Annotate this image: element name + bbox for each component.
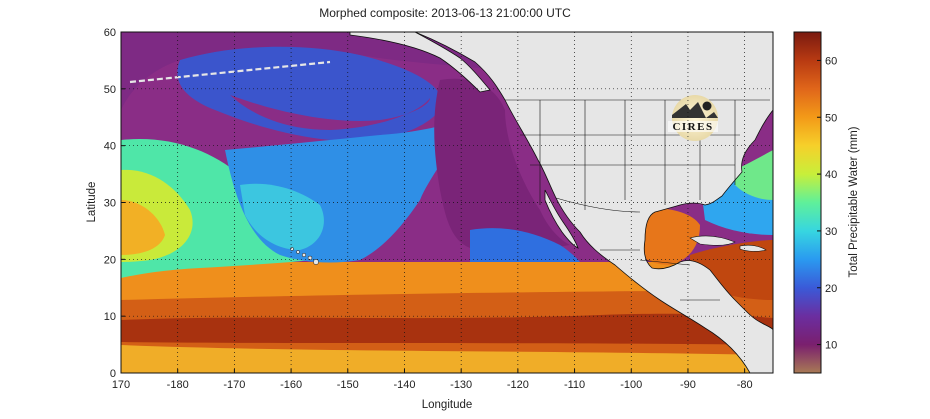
x-tick-label: -100: [620, 379, 642, 391]
colorbar-tick-label: 30: [825, 226, 837, 238]
cyclone-swirl: [177, 45, 442, 142]
x-tick-label: -170: [223, 379, 245, 391]
x-axis-label: Longitude: [422, 399, 473, 411]
x-tick-label: -90: [680, 379, 696, 391]
y-tick-label: 30: [104, 198, 116, 210]
atlantic-green: [735, 150, 773, 200]
y-tick-label: 40: [104, 141, 116, 153]
cyclone-dry-slot: [230, 95, 430, 130]
itcz-core: [121, 313, 773, 345]
x-tick-label: -150: [337, 379, 359, 391]
map-plot-area: CIRES: [121, 32, 773, 373]
y-tick-label: 20: [104, 254, 116, 266]
colorbar: [793, 31, 822, 374]
baja-california-land: [544, 189, 579, 249]
x-axis: 170 -180 -170 -160 -150 -140 -130 -120 -110 -100 -…: [112, 369, 753, 391]
colorbar-tick-label: 60: [825, 55, 837, 67]
hawaii-islands: [290, 247, 319, 265]
colorbar-tick-label: 40: [825, 169, 837, 181]
alaska-land: [349, 32, 491, 93]
map-grid-lines: [121, 32, 773, 373]
x-tick-label: -120: [507, 379, 529, 391]
x-tick-label: -110: [564, 379, 585, 391]
colorbar-label: Total Precipitable Water (mm): [848, 126, 860, 277]
page-title: Morphed composite: 2013-06-13 21:00:00 U…: [319, 6, 571, 20]
colorbar-tick-label: 10: [825, 340, 837, 352]
baja-blue-edge: [470, 228, 580, 262]
dry-east-pacific: [434, 78, 570, 251]
equatorial-band: [121, 345, 773, 373]
cuba-land: [689, 235, 736, 246]
north-pacific-dry: [121, 32, 500, 110]
colorbar-axis: 10 20 30 40 50 60: [817, 55, 837, 352]
y-tick-label: 0: [110, 368, 116, 380]
x-tick-label: -180: [167, 379, 189, 391]
x-tick-label: -160: [280, 379, 302, 391]
moisture-orange-west: [121, 200, 165, 255]
y-axis-label: Latitude: [86, 182, 98, 223]
political-borders: [505, 99, 770, 301]
x-tick-label: -130: [450, 379, 472, 391]
aleutian-islands: [129, 60, 331, 84]
colorbar-tick-label: 50: [825, 112, 837, 124]
y-tick-label: 50: [104, 84, 116, 96]
hispaniola-land: [739, 244, 767, 252]
y-tick-label: 10: [104, 311, 116, 323]
x-tick-label: -140: [393, 379, 415, 391]
x-tick-label: -80: [737, 379, 753, 391]
y-axis: 0 10 20 30 40 50 60: [104, 27, 125, 380]
cyan-patch: [240, 183, 324, 250]
colorbar-tick-label: 20: [825, 283, 837, 295]
cires-logo: CIRES: [668, 95, 718, 141]
x-tick-label: 170: [112, 379, 130, 391]
y-tick-label: 60: [104, 27, 116, 39]
cires-logo-text: CIRES: [672, 121, 713, 133]
